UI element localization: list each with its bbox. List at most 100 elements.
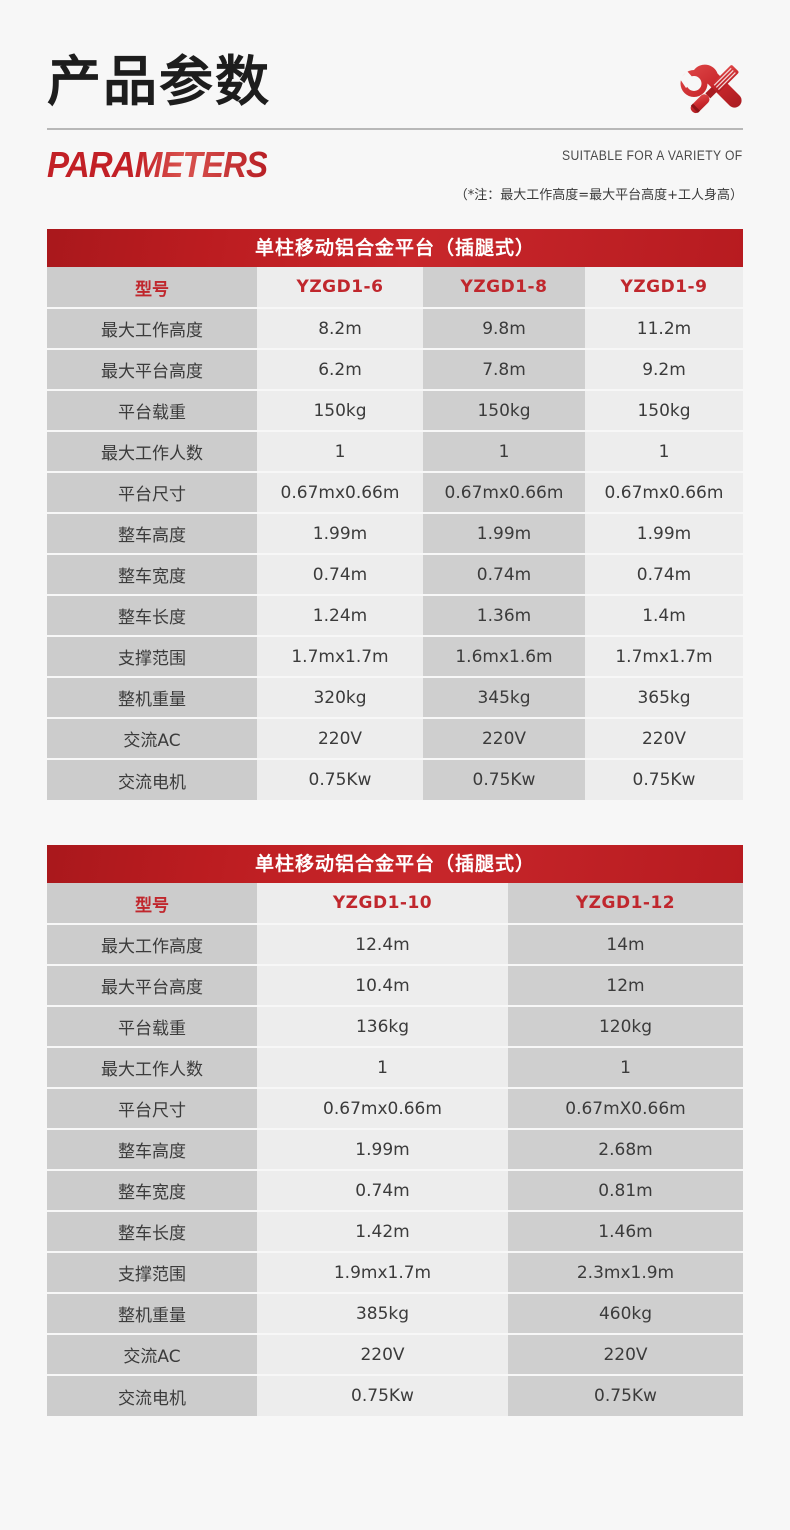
row-value: 0.75Kw bbox=[508, 1375, 743, 1416]
column-header-model-2: YZGD1-8 bbox=[423, 267, 585, 309]
page-header: 产品参数 PARAMETERS SUITABLE FOR A VARIETY O… bbox=[47, 48, 743, 208]
row-value: 1.7mx1.7m bbox=[257, 636, 423, 678]
row-value: 0.75Kw bbox=[257, 1375, 508, 1416]
row-label: 交流电机 bbox=[47, 1375, 257, 1416]
page-title: 产品参数 bbox=[47, 50, 271, 113]
table-1-grid: 型号 YZGD1-6 YZGD1-8 YZGD1-9 最大工作高度 8.2m 9… bbox=[47, 267, 743, 800]
table-row: 交流AC 220V 220V bbox=[47, 1334, 743, 1376]
row-label: 整车宽度 bbox=[47, 554, 257, 596]
row-value: 150kg bbox=[423, 390, 585, 432]
row-value: 220V bbox=[257, 1334, 508, 1376]
table-row: 最大平台高度 10.4m 12m bbox=[47, 965, 743, 1007]
row-label: 交流电机 bbox=[47, 759, 257, 800]
row-value: 120kg bbox=[508, 1006, 743, 1048]
row-value: 136kg bbox=[257, 1006, 508, 1048]
row-value: 7.8m bbox=[423, 349, 585, 391]
row-label: 最大平台高度 bbox=[47, 965, 257, 1007]
column-header-label: 型号 bbox=[47, 267, 257, 309]
row-label: 支撑范围 bbox=[47, 636, 257, 678]
row-value: 0.75Kw bbox=[585, 759, 743, 800]
row-value: 1.24m bbox=[257, 595, 423, 637]
table-row: 整机重量 320kg 345kg 365kg bbox=[47, 677, 743, 719]
row-label: 最大工作人数 bbox=[47, 431, 257, 473]
table-row: 平台尺寸 0.67mx0.66m 0.67mx0.66m 0.67mx0.66m bbox=[47, 472, 743, 514]
row-value: 9.8m bbox=[423, 308, 585, 350]
suitable-text: SUITABLE FOR A VARIETY OF bbox=[562, 148, 743, 163]
table-row: 整车高度 1.99m 2.68m bbox=[47, 1129, 743, 1171]
row-value: 0.74m bbox=[585, 554, 743, 596]
row-value: 1.99m bbox=[257, 1129, 508, 1171]
header-subrow: PARAMETERS SUITABLE FOR A VARIETY OF （*注… bbox=[47, 144, 743, 208]
row-label: 整机重量 bbox=[47, 1293, 257, 1335]
row-value: 2.68m bbox=[508, 1129, 743, 1171]
table-row: 交流AC 220V 220V 220V bbox=[47, 718, 743, 760]
row-value: 385kg bbox=[257, 1293, 508, 1335]
row-label: 整车宽度 bbox=[47, 1170, 257, 1212]
row-label: 最大工作人数 bbox=[47, 1047, 257, 1089]
table-row: 最大工作高度 8.2m 9.8m 11.2m bbox=[47, 308, 743, 350]
row-value: 1 bbox=[423, 431, 585, 473]
table-row: 支撑范围 1.7mx1.7m 1.6mx1.6m 1.7mx1.7m bbox=[47, 636, 743, 678]
page-subtitle: PARAMETERS bbox=[47, 144, 268, 185]
row-value: 0.75Kw bbox=[423, 759, 585, 800]
row-label: 平台载重 bbox=[47, 1006, 257, 1048]
row-value: 1.6mx1.6m bbox=[423, 636, 585, 678]
row-value: 1.99m bbox=[423, 513, 585, 555]
row-label: 整机重量 bbox=[47, 677, 257, 719]
column-header-model-1: YZGD1-10 bbox=[257, 883, 508, 925]
row-value: 1.99m bbox=[585, 513, 743, 555]
row-value: 12m bbox=[508, 965, 743, 1007]
row-label: 整车高度 bbox=[47, 513, 257, 555]
row-value: 150kg bbox=[585, 390, 743, 432]
column-header-model-2: YZGD1-12 bbox=[508, 883, 743, 925]
table-row: 最大平台高度 6.2m 7.8m 9.2m bbox=[47, 349, 743, 391]
row-value: 1.99m bbox=[257, 513, 423, 555]
row-value: 1.46m bbox=[508, 1211, 743, 1253]
row-value: 1.42m bbox=[257, 1211, 508, 1253]
row-value: 150kg bbox=[257, 390, 423, 432]
table-row: 交流电机 0.75Kw 0.75Kw bbox=[47, 1375, 743, 1416]
row-value: 6.2m bbox=[257, 349, 423, 391]
spec-table-2: 单柱移动铝合金平台（插腿式） 型号 YZGD1-10 YZGD1-12 最大工作… bbox=[47, 845, 743, 1416]
wrench-screwdriver-icon bbox=[680, 64, 742, 114]
table-row: 整车长度 1.42m 1.46m bbox=[47, 1211, 743, 1253]
table-row: 整机重量 385kg 460kg bbox=[47, 1293, 743, 1335]
row-value: 0.75Kw bbox=[257, 759, 423, 800]
row-value: 220V bbox=[508, 1334, 743, 1376]
column-header-model-3: YZGD1-9 bbox=[585, 267, 743, 309]
table-row: 整车宽度 0.74m 0.74m 0.74m bbox=[47, 554, 743, 596]
row-value: 12.4m bbox=[257, 924, 508, 966]
spec-table-1: 单柱移动铝合金平台（插腿式） 型号 YZGD1-6 YZGD1-8 YZGD1-… bbox=[47, 229, 743, 800]
row-label: 交流AC bbox=[47, 1334, 257, 1376]
row-value: 0.74m bbox=[423, 554, 585, 596]
row-value: 0.74m bbox=[257, 554, 423, 596]
row-value: 14m bbox=[508, 924, 743, 966]
table-row: 最大工作高度 12.4m 14m bbox=[47, 924, 743, 966]
table-row: 整车高度 1.99m 1.99m 1.99m bbox=[47, 513, 743, 555]
row-label: 最大平台高度 bbox=[47, 349, 257, 391]
row-value: 0.67mX0.66m bbox=[508, 1088, 743, 1130]
table-2-grid: 型号 YZGD1-10 YZGD1-12 最大工作高度 12.4m 14m 最大… bbox=[47, 883, 743, 1416]
row-value: 1 bbox=[508, 1047, 743, 1089]
header-divider bbox=[47, 128, 743, 130]
table-row: 支撑范围 1.9mx1.7m 2.3mx1.9m bbox=[47, 1252, 743, 1294]
row-value: 2.3mx1.9m bbox=[508, 1252, 743, 1294]
row-value: 220V bbox=[257, 718, 423, 760]
row-value: 1.9mx1.7m bbox=[257, 1252, 508, 1294]
row-label: 平台尺寸 bbox=[47, 472, 257, 514]
column-header-label: 型号 bbox=[47, 883, 257, 925]
row-value: 1.7mx1.7m bbox=[585, 636, 743, 678]
table-row: 整车宽度 0.74m 0.81m bbox=[47, 1170, 743, 1212]
table-2-title: 单柱移动铝合金平台（插腿式） bbox=[47, 845, 743, 883]
table-row: 平台载重 136kg 120kg bbox=[47, 1006, 743, 1048]
row-label: 最大工作高度 bbox=[47, 308, 257, 350]
row-value: 460kg bbox=[508, 1293, 743, 1335]
row-value: 1 bbox=[257, 431, 423, 473]
table-row: 平台尺寸 0.67mx0.66m 0.67mX0.66m bbox=[47, 1088, 743, 1130]
row-value: 0.67mx0.66m bbox=[423, 472, 585, 514]
row-value: 8.2m bbox=[257, 308, 423, 350]
row-value: 0.67mx0.66m bbox=[585, 472, 743, 514]
table-row-model: 型号 YZGD1-10 YZGD1-12 bbox=[47, 883, 743, 925]
table-row: 平台载重 150kg 150kg 150kg bbox=[47, 390, 743, 432]
row-label: 整车高度 bbox=[47, 1129, 257, 1171]
